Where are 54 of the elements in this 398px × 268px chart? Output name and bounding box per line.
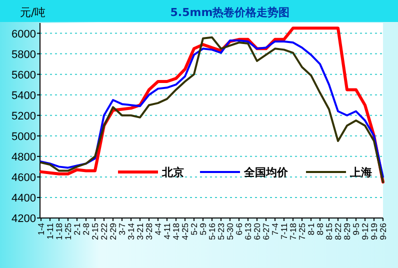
x-tick-label: 3-21 (135, 222, 145, 240)
x-tick-label: 2-8 (81, 222, 91, 236)
x-tick-label: 9-26 (378, 222, 388, 240)
x-tick-label: 3-28 (144, 222, 154, 240)
x-tick-label: 8-8 (315, 222, 325, 236)
x-tick-label: 9-12 (360, 222, 370, 240)
y-tick-label: 5200 (12, 110, 36, 122)
x-tick-label: 6-27 (261, 222, 271, 240)
x-tick-label: 8-15 (324, 222, 334, 240)
x-tick-label: 2-29 (108, 222, 118, 240)
x-tick-label: 1-18 (54, 222, 64, 240)
legend-label: 全国均价 (243, 166, 289, 179)
x-tick-label: 5-16 (207, 222, 217, 240)
x-tick-label: 3-14 (126, 222, 136, 240)
y-tick-label: 4600 (12, 172, 36, 184)
x-tick-label: 4-18 (171, 222, 181, 240)
x-tick-label: 4-25 (180, 222, 190, 240)
x-tick-label: 5-23 (216, 222, 226, 240)
x-tick-label: 5-30 (225, 222, 235, 240)
x-tick-label: 1-11 (45, 222, 55, 240)
x-tick-label: 4-11 (162, 222, 172, 240)
y-axis-title: 元/吨 (20, 6, 46, 19)
y-tick-label: 5800 (12, 48, 36, 61)
y-tick-label: 5000 (12, 130, 36, 143)
x-tick-label: 2-22 (99, 222, 109, 240)
y-tick-label: 5400 (12, 90, 36, 102)
x-tick-label: 8-29 (342, 222, 352, 240)
x-tick-label: 8-22 (333, 222, 343, 240)
y-tick-label: 4200 (12, 213, 36, 225)
legend-label: 北京 (161, 166, 184, 179)
x-tick-label: 2-1 (72, 222, 82, 236)
y-tick-label: 6000 (12, 28, 36, 40)
chart-title: 5.5mm热卷价格走势图 (170, 6, 290, 19)
x-tick-label: 9-5 (351, 222, 361, 236)
y-tick-label: 4800 (12, 151, 36, 164)
y-tick-label: 5600 (12, 69, 36, 82)
x-tick-label: 4-4 (153, 222, 163, 236)
x-tick-label: 9-19 (369, 222, 379, 240)
x-tick-label: 6-20 (252, 222, 262, 240)
x-tick-label: 5-9 (198, 222, 208, 236)
x-tick-label: 5-2 (189, 222, 199, 236)
x-tick-label: 1-4 (36, 222, 46, 236)
x-tick-label: 8-1 (306, 222, 316, 236)
x-tick-label: 7-18 (288, 222, 298, 240)
x-tick-label: 7-4 (270, 222, 280, 236)
x-tick-label: 6-6 (234, 222, 244, 236)
x-tick-label: 7-25 (297, 222, 307, 240)
legend-label: 上海 (349, 166, 372, 179)
x-tick-label: 1-25 (63, 222, 73, 240)
x-tick-label: 2-15 (90, 222, 100, 240)
x-tick-label: 7-11 (279, 222, 289, 240)
y-tick-label: 4400 (12, 192, 36, 204)
x-tick-label: 6-13 (243, 222, 253, 240)
x-tick-label: 3-7 (117, 222, 127, 236)
